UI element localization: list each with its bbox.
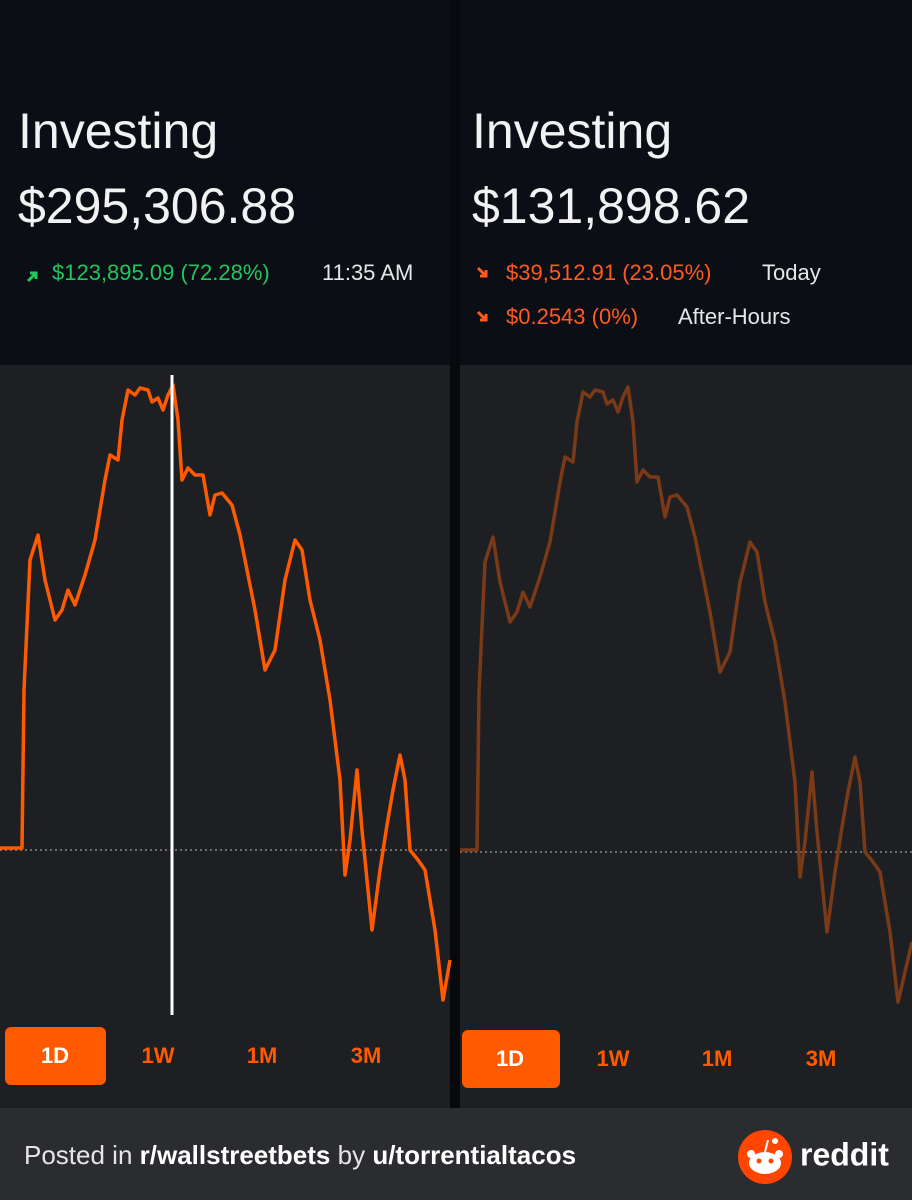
footer-text: Posted in r/wallstreetbets by u/torrenti… xyxy=(24,1140,576,1170)
change: $39,512.91 (23.05%) xyxy=(506,260,712,285)
subreddit[interactable]: r/wallstreetbets xyxy=(140,1140,331,1170)
price-line xyxy=(0,383,452,1002)
reddit-logo xyxy=(738,1130,792,1184)
title: Investing xyxy=(18,103,218,159)
tab[interactable]: 1M xyxy=(702,1046,733,1071)
tab[interactable]: 3M xyxy=(806,1046,837,1071)
chart-area xyxy=(460,365,912,1108)
tab[interactable]: 1D xyxy=(41,1043,69,1068)
after-label: After-Hours xyxy=(678,304,790,329)
time: 11:35 AM xyxy=(322,260,413,285)
down-arrow xyxy=(476,266,488,278)
tab[interactable]: 1D xyxy=(496,1046,524,1071)
balance: $295,306.88 xyxy=(18,178,296,234)
balance: $131,898.62 xyxy=(472,178,750,234)
by: by xyxy=(338,1140,365,1170)
chart-area xyxy=(0,365,450,1108)
price-line xyxy=(460,385,912,1004)
up-arrow xyxy=(26,271,38,283)
tab[interactable]: 1W xyxy=(597,1046,630,1071)
down-arrow xyxy=(476,310,488,322)
change: $123,895.09 (72.28%) xyxy=(52,260,270,285)
brand: reddit xyxy=(800,1136,889,1172)
after-change: $0.2543 (0%) xyxy=(506,304,638,329)
posted-in: Posted in xyxy=(24,1140,132,1170)
tab[interactable]: 3M xyxy=(351,1043,382,1068)
user[interactable]: u/torrentialtacos xyxy=(372,1140,576,1170)
change-label: Today xyxy=(762,260,821,285)
tab[interactable]: 1W xyxy=(142,1043,175,1068)
tab[interactable]: 1M xyxy=(247,1043,278,1068)
divider xyxy=(450,0,460,1108)
tab-active[interactable] xyxy=(462,1030,560,1088)
tab-active[interactable] xyxy=(5,1027,106,1085)
title: Investing xyxy=(472,103,672,159)
